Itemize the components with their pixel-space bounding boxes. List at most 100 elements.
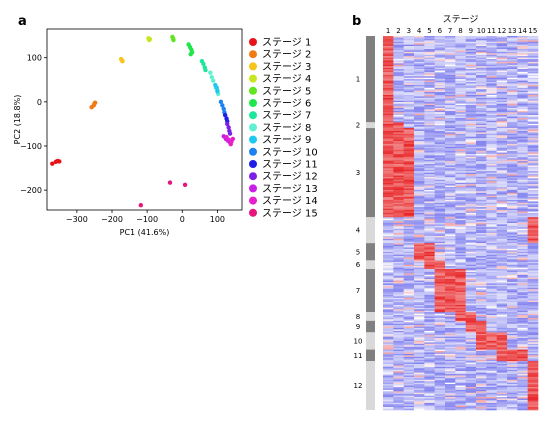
heatmap-cell — [517, 146, 528, 149]
cluster-bar — [366, 243, 375, 261]
heatmap-cell — [496, 336, 508, 339]
heatmap-cell — [496, 313, 508, 316]
heatmap-cell — [445, 326, 456, 329]
heatmap-cell — [476, 208, 487, 211]
heatmap-cell — [424, 263, 435, 266]
heatmap-cell — [424, 342, 435, 345]
heatmap-cell — [455, 96, 466, 99]
heatmap-cell — [496, 312, 508, 314]
heatmap-cell — [476, 399, 487, 402]
heatmap-cell — [527, 279, 539, 281]
heatmap-cell — [445, 223, 456, 225]
heatmap-cell — [476, 247, 487, 250]
heatmap-cell — [476, 204, 487, 207]
heatmap-cell — [414, 53, 425, 55]
heatmap-cell — [486, 250, 497, 253]
heatmap-cell — [465, 317, 477, 320]
heatmap-cell — [383, 188, 394, 191]
heatmap-cell — [403, 279, 415, 281]
column-label: 11 — [487, 27, 496, 35]
heatmap-cell — [424, 251, 435, 254]
heatmap-cell — [517, 84, 528, 87]
heatmap-cell — [517, 235, 528, 238]
heatmap-cell — [455, 289, 466, 291]
heatmap-cell — [507, 384, 518, 386]
heatmap-cell — [445, 392, 456, 395]
heatmap-cell — [486, 214, 497, 217]
heatmap-cell — [486, 221, 497, 224]
heatmap-cell — [383, 394, 394, 396]
heatmap-cell — [455, 250, 466, 253]
heatmap-cell — [517, 37, 528, 40]
heatmap-cell — [424, 296, 435, 299]
heatmap-cell — [455, 251, 466, 254]
heatmap-cell — [517, 227, 528, 230]
heatmap-cell — [414, 267, 425, 270]
heatmap-cell — [486, 336, 497, 339]
heatmap-cell — [403, 59, 415, 61]
heatmap-cell — [383, 89, 394, 91]
heatmap-cell — [476, 274, 487, 277]
heatmap-cell — [434, 126, 446, 129]
heatmap-cell — [517, 326, 528, 329]
heatmap-cell — [507, 290, 518, 293]
heatmap-cell — [424, 319, 435, 322]
heatmap-cell — [517, 405, 528, 408]
heatmap-cell — [507, 246, 518, 248]
heatmap-cell — [517, 74, 528, 77]
cluster-label: 1 — [356, 76, 360, 84]
heatmap-cell — [496, 205, 508, 208]
heatmap-cell — [527, 343, 539, 346]
legend-marker — [249, 38, 257, 46]
heatmap-cell — [383, 313, 394, 316]
heatmap-cell — [476, 148, 487, 150]
heatmap-cell — [486, 67, 497, 70]
heatmap-cell — [393, 293, 404, 296]
heatmap-cell — [424, 264, 435, 267]
heatmap-cell — [507, 198, 518, 201]
heatmap-cell — [434, 181, 446, 184]
heatmap-cell — [476, 86, 487, 89]
heatmap-cell — [414, 36, 425, 38]
heatmap-cell — [476, 408, 487, 411]
heatmap-cell — [445, 149, 456, 152]
heatmap-cell — [527, 201, 539, 204]
heatmap-cell — [496, 198, 508, 201]
heatmap-cell — [486, 399, 497, 402]
heatmap-cell — [486, 87, 497, 90]
heatmap-cell — [465, 389, 477, 392]
heatmap-cell — [383, 250, 394, 253]
heatmap-cell — [403, 44, 415, 47]
heatmap-cell — [434, 141, 446, 143]
heatmap-cell — [517, 159, 528, 162]
heatmap-cell — [476, 251, 487, 254]
heatmap-cell — [393, 57, 404, 60]
heatmap-cell — [424, 230, 435, 232]
data-point — [222, 112, 228, 118]
heatmap-cell — [517, 105, 528, 107]
heatmap-cell — [517, 89, 528, 91]
heatmap-cell — [465, 277, 477, 280]
heatmap-cell — [403, 109, 415, 112]
heatmap-cell — [424, 212, 435, 215]
heatmap-cell — [486, 63, 497, 66]
heatmap-cell — [527, 57, 539, 60]
heatmap-cell — [383, 175, 394, 178]
heatmap-cell — [476, 315, 487, 317]
heatmap-cell — [496, 54, 508, 57]
heatmap-cell — [414, 372, 425, 375]
heatmap-cell — [517, 349, 528, 352]
heatmap-cell — [486, 330, 497, 333]
heatmap-cell — [403, 240, 415, 242]
heatmap-cell — [507, 329, 518, 332]
heatmap-cell — [507, 152, 518, 155]
heatmap-cell — [527, 74, 539, 77]
heatmap-cell — [414, 395, 425, 398]
heatmap-cell — [393, 130, 404, 133]
heatmap-cell — [507, 276, 518, 278]
heatmap-cell — [455, 212, 466, 215]
heatmap-cell — [424, 369, 435, 372]
heatmap-cell — [383, 399, 394, 402]
heatmap-cell — [424, 388, 435, 391]
heatmap-cell — [393, 326, 404, 329]
